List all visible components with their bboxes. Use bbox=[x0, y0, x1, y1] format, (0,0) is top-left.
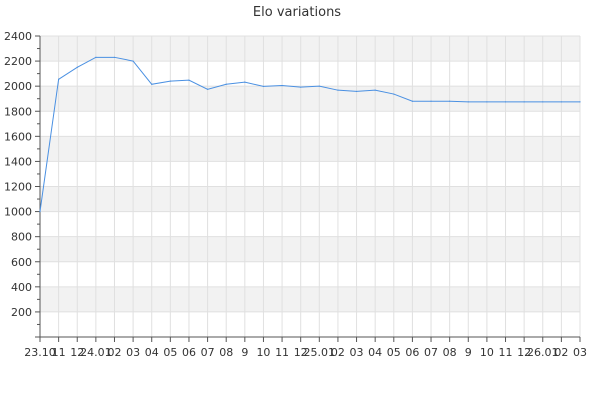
series-group bbox=[39, 56, 581, 213]
y-tick-label: 2200 bbox=[4, 55, 32, 68]
y-tick-label: 2000 bbox=[4, 80, 32, 93]
data-point bbox=[225, 83, 227, 85]
horizontal-gridlines bbox=[40, 35, 580, 313]
grid-band bbox=[40, 211, 580, 237]
data-point bbox=[579, 101, 581, 103]
x-tick-label: 08 bbox=[443, 346, 457, 359]
grid-band bbox=[40, 86, 580, 112]
y-axis-ticks: 200 400 600 800 1000 1200 1400 1600 1800 2000 2200… bbox=[4, 30, 40, 338]
y-tick-label: 1000 bbox=[4, 206, 32, 219]
grid-band bbox=[40, 36, 580, 62]
data-point bbox=[169, 80, 171, 82]
grid-band bbox=[40, 236, 580, 262]
data-point bbox=[523, 101, 525, 103]
data-point bbox=[244, 81, 246, 83]
x-tick-label: 25.01 bbox=[304, 346, 336, 359]
data-point bbox=[300, 86, 302, 88]
data-point bbox=[504, 101, 507, 103]
data-point bbox=[542, 101, 544, 103]
grid-band bbox=[40, 311, 580, 337]
data-point bbox=[206, 88, 209, 90]
x-tick-label: 04 bbox=[368, 346, 382, 359]
data-point bbox=[318, 85, 320, 87]
x-tick-label: 11 bbox=[275, 346, 289, 359]
data-point bbox=[355, 90, 358, 93]
x-tick-label: 04 bbox=[145, 346, 159, 359]
x-tick-label: 03 bbox=[573, 346, 587, 359]
data-point bbox=[58, 78, 60, 80]
grid-band bbox=[40, 261, 580, 287]
data-point bbox=[95, 56, 97, 58]
y-tick-label: 2400 bbox=[4, 30, 32, 43]
data-point bbox=[430, 100, 432, 102]
y-tick-label: 1600 bbox=[4, 130, 32, 143]
data-point bbox=[76, 66, 78, 68]
x-tick-label: 08 bbox=[219, 346, 233, 359]
data-point bbox=[467, 101, 469, 103]
data-point bbox=[486, 101, 488, 103]
x-tick-label: 02 bbox=[331, 346, 345, 359]
grid-band bbox=[40, 186, 580, 212]
data-point bbox=[262, 85, 265, 88]
x-tick-label: 24.01 bbox=[80, 346, 112, 359]
x-tick-label: 26.01 bbox=[527, 346, 559, 359]
y-tick-label: 1800 bbox=[4, 105, 32, 118]
x-tick-label: 05 bbox=[387, 346, 401, 359]
data-point bbox=[449, 100, 451, 102]
data-point bbox=[411, 100, 414, 102]
x-tick-label: 07 bbox=[201, 346, 215, 359]
x-tick-label: 11 bbox=[52, 346, 66, 359]
x-tick-label: 9 bbox=[465, 346, 472, 359]
grid-band bbox=[40, 286, 580, 312]
y-tick-label: 1400 bbox=[4, 155, 32, 168]
x-tick-label: 05 bbox=[163, 346, 177, 359]
plot-background bbox=[40, 36, 580, 337]
data-point bbox=[188, 79, 190, 81]
series-line bbox=[39, 56, 580, 212]
x-tick-label: 03 bbox=[350, 346, 364, 359]
x-tick-label: 03 bbox=[126, 346, 140, 359]
x-tick-label: 9 bbox=[241, 346, 248, 359]
x-tick-label: 12 bbox=[517, 346, 531, 359]
x-tick-label: 06 bbox=[405, 346, 419, 359]
x-tick-label: 12 bbox=[70, 346, 84, 359]
y-tick-label: 200 bbox=[11, 306, 32, 319]
y-tick-label: 1200 bbox=[4, 181, 32, 194]
data-point bbox=[560, 101, 562, 103]
grid-band bbox=[40, 61, 580, 87]
data-point bbox=[132, 60, 134, 62]
chart-title: Elo variations bbox=[253, 5, 341, 20]
x-tick-label: 02 bbox=[554, 346, 568, 359]
data-point bbox=[337, 89, 339, 91]
x-tick-label: 23.10 bbox=[24, 346, 56, 359]
grid-band bbox=[40, 111, 580, 137]
data-point bbox=[281, 84, 283, 87]
y-tick-label: 600 bbox=[11, 256, 32, 269]
data-point bbox=[374, 89, 376, 91]
grid-band bbox=[40, 161, 580, 187]
y-tick-label: 800 bbox=[11, 231, 32, 244]
x-tick-label: 07 bbox=[424, 346, 438, 359]
data-point bbox=[393, 93, 395, 95]
x-tick-label: 06 bbox=[182, 346, 196, 359]
grid-band bbox=[40, 136, 580, 162]
x-tick-label: 02 bbox=[107, 346, 121, 359]
data-point bbox=[151, 83, 153, 85]
x-tick-label: 11 bbox=[499, 346, 513, 359]
x-tick-label: 12 bbox=[294, 346, 308, 359]
x-tick-label: 10 bbox=[256, 346, 270, 359]
x-tick-label: 10 bbox=[480, 346, 494, 359]
data-point bbox=[113, 56, 116, 58]
data-point bbox=[39, 210, 41, 213]
y-tick-label: 400 bbox=[11, 281, 32, 294]
